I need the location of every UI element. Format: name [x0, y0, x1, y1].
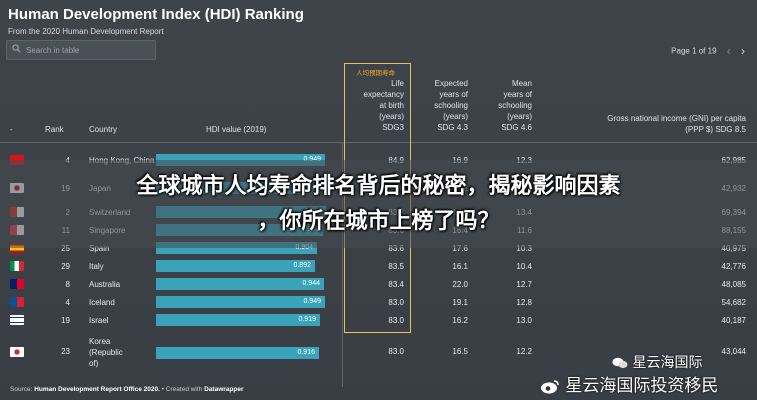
col-header-mean-schooling[interactable]: Mean years of schooling (years) SDG 4.6 — [498, 79, 532, 132]
hdi-bar: 0.944 — [156, 278, 334, 290]
hdi-bar-fill: 0.919 — [156, 314, 320, 326]
rank-cell: 19 — [61, 316, 70, 325]
expected-schooling-cell: 17.6 — [452, 244, 468, 253]
expected-schooling-cell: 19.1 — [452, 298, 468, 307]
expected-schooling-cell: 16.2 — [452, 316, 468, 325]
footer-credit: Source: Human Development Report Office … — [10, 386, 244, 393]
headline-line-1: 全球城市人均寿命排名背后的秘密，揭秘影响因素 — [136, 174, 621, 199]
hdi-value-label: 0.949 — [303, 298, 321, 305]
pagination: Page 1 of 19 ‹ › — [671, 44, 745, 58]
life-expectancy-cell: 83.5 — [388, 262, 404, 271]
flag-icon — [10, 315, 24, 325]
table-row: 29 Italy 0.892 83.5 16.1 10.4 42,776 — [0, 257, 757, 275]
expected-schooling-cell: 22.0 — [452, 280, 468, 289]
country-cell: Iceland — [89, 298, 115, 307]
rank-cell: 29 — [61, 262, 70, 271]
page-title: Human Development Index (HDI) Ranking — [8, 6, 304, 23]
gni-cell: 42,776 — [721, 262, 746, 271]
mean-schooling-cell: 10.4 — [516, 262, 532, 271]
hdi-bar-fill: 0.944 — [156, 278, 324, 290]
flag-icon — [10, 279, 24, 289]
flag-icon — [10, 261, 24, 271]
gni-cell: 40,187 — [721, 316, 746, 325]
mean-schooling-cell: 12.8 — [516, 298, 532, 307]
hdi-value-label: 0.944 — [302, 280, 320, 287]
flag-icon — [10, 243, 24, 253]
hdi-value-label: 0.949 — [303, 156, 321, 163]
hdi-bar: 0.919 — [156, 314, 334, 326]
gni-cell: 48,085 — [721, 280, 746, 289]
rank-cell: 25 — [61, 244, 70, 253]
rank-cell: 23 — [61, 347, 70, 356]
hdi-bar: 0.892 — [156, 260, 334, 272]
hdi-bar: 0.949 — [156, 296, 334, 308]
mean-schooling-cell: 10.3 — [516, 244, 532, 253]
hdi-bar-fill: 0.892 — [156, 260, 315, 272]
table-row: 19 Israel 0.919 83.0 16.2 13.0 40,187 — [0, 311, 757, 329]
rank-cell: 4 — [65, 298, 70, 307]
country-cell: Australia — [89, 280, 121, 289]
mean-schooling-cell: 12.2 — [516, 347, 532, 356]
life-expectancy-cell: 83.0 — [388, 316, 404, 325]
page-indicator: Page 1 of 19 — [671, 46, 717, 56]
table-row: 4 Iceland 0.949 83.0 19.1 12.8 54,682 — [0, 293, 757, 311]
mean-schooling-cell: 12.7 — [516, 280, 532, 289]
hdi-value-label: 0.919 — [298, 316, 316, 323]
hdi-bar: 0.916 — [156, 347, 334, 359]
datawrapper-link[interactable]: Datawrapper — [204, 386, 244, 393]
table-row: 8 Australia 0.944 83.4 22.0 12.7 48,085 — [0, 275, 757, 293]
col-header-expected-schooling[interactable]: Expected years of schooling (years) SDG … — [434, 79, 468, 132]
mean-schooling-cell: 13.0 — [516, 316, 532, 325]
flag-icon — [10, 347, 24, 357]
hdi-value-label: 0.916 — [297, 349, 315, 356]
rank-cell: 8 — [65, 280, 70, 289]
headline-line-2: ，你所在城市上榜了吗？ — [257, 209, 500, 234]
watermark-small: 星云海国际 — [612, 352, 702, 372]
country-cell: Korea (Republic of) — [89, 337, 123, 368]
gni-cell: 54,682 — [721, 298, 746, 307]
watermark-large: 星云海国际投资移民 — [540, 371, 718, 396]
search-box[interactable] — [6, 40, 156, 60]
col-header-rank[interactable]: Rank — [45, 125, 64, 134]
wechat-icon — [612, 357, 628, 369]
col-header-life-expectancy[interactable]: Life expectancy at birth (years) SDG3 — [363, 79, 404, 132]
life-expectancy-cell: 83.6 — [388, 244, 404, 253]
prev-page-icon[interactable]: ‹ — [726, 44, 731, 58]
expected-schooling-cell: 16.5 — [452, 347, 468, 356]
life-expectancy-cell: 83.0 — [388, 347, 404, 356]
header-divider — [0, 142, 757, 143]
search-input[interactable] — [24, 43, 153, 58]
flag-icon — [10, 297, 24, 307]
column-rule — [342, 142, 343, 387]
country-cell: Israel — [89, 316, 109, 325]
hdi-bar-fill: 0.916 — [156, 347, 319, 359]
life-expectancy-cell: 83.4 — [388, 280, 404, 289]
hdi-bar-fill: 0.949 — [156, 296, 325, 308]
page-subtitle: From the 2020 Human Development Report — [8, 27, 164, 36]
gni-cell: 40,975 — [721, 244, 746, 253]
expected-schooling-cell: 16.1 — [452, 262, 468, 271]
col-header-flag: - — [10, 125, 13, 134]
headline-overlay — [0, 160, 757, 248]
country-cell: Italy — [89, 262, 104, 271]
search-icon — [12, 44, 21, 53]
col-header-gni[interactable]: Gross national income (GNI) per capita (… — [607, 114, 746, 134]
next-page-icon[interactable]: › — [741, 44, 745, 58]
col-header-country[interactable]: Country — [89, 125, 118, 134]
hdi-value-label: 0.892 — [293, 262, 311, 269]
table-row: 23 Korea (Republic of) 0.916 83.0 16.5 12.2 43,0… — [0, 333, 757, 373]
weibo-icon — [540, 379, 560, 394]
country-cell: Spain — [89, 244, 110, 253]
life-expectancy-cell: 83.0 — [388, 298, 404, 307]
gni-cell: 43,044 — [721, 347, 746, 356]
col-header-hdi[interactable]: HDI value (2019) — [206, 125, 267, 134]
life-expectancy-annotation: 人均预期寿命 — [356, 70, 395, 77]
